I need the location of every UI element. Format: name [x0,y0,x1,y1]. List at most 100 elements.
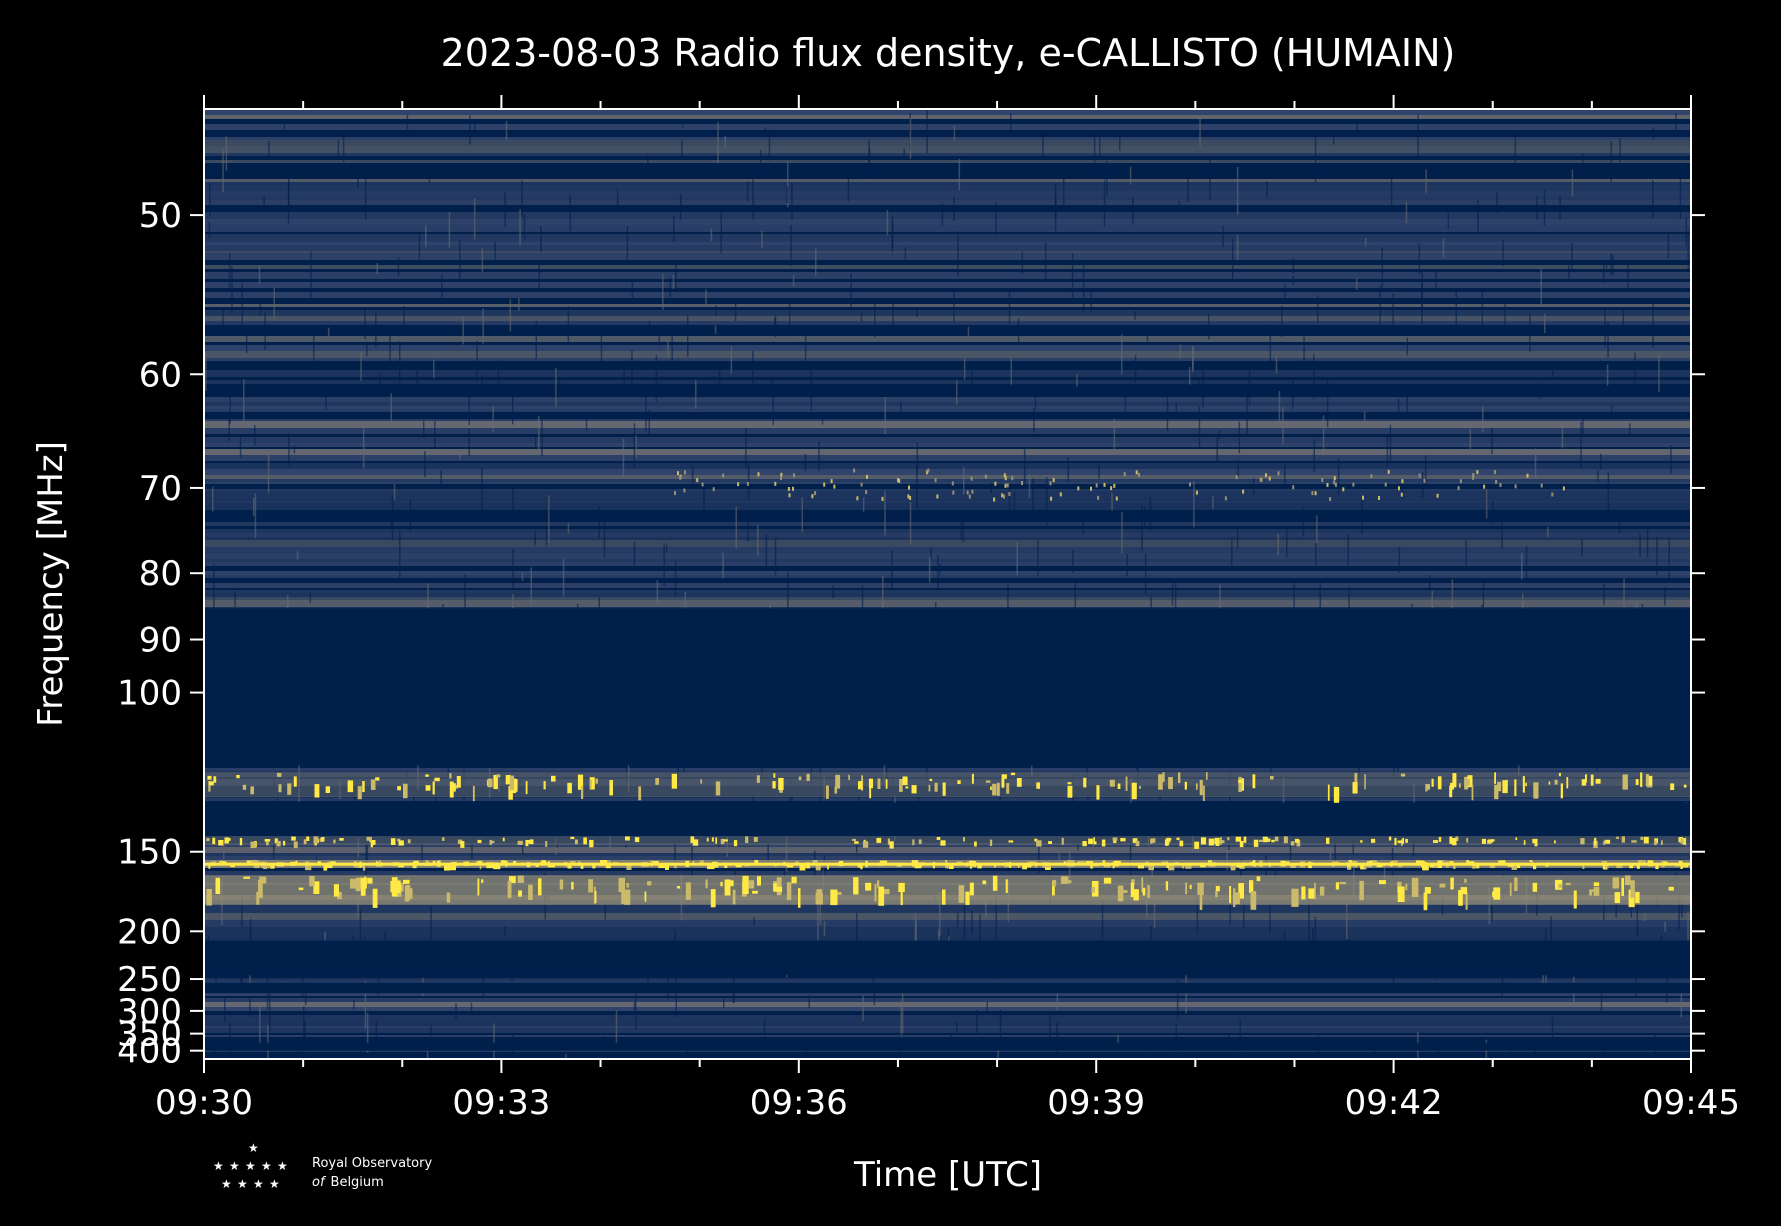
svg-text:★: ★ [253,1177,264,1191]
burst-mark [1059,492,1062,497]
x-tick-label: 09:30 [155,1083,253,1123]
noise-speck [600,328,603,371]
noise-speck [512,594,514,610]
burst-mark [1011,476,1014,481]
burst-mark [1215,885,1220,892]
noise-speck [1314,136,1317,182]
burst-mark [898,882,905,892]
noise-stripe [204,978,1691,980]
noise-stripe [204,163,1691,168]
noise-speck [957,913,959,927]
noise-speck [856,913,858,951]
noise-speck [249,970,251,989]
burst-mark [985,780,991,783]
noise-speck [1237,459,1239,477]
burst-mark [1548,781,1551,785]
noise-speck [1358,759,1360,778]
burst-mark [403,783,408,799]
noise-speck [1398,546,1401,573]
burst-mark [929,778,933,781]
burst-mark [1110,486,1113,491]
noise-speck [705,289,707,306]
burst-mark [1472,475,1475,480]
noise-speck [817,902,819,944]
noise-speck [1347,533,1349,567]
burst-mark [798,888,801,908]
burst-mark [1411,877,1419,897]
burst-mark [992,783,997,796]
noise-speck [1113,418,1116,456]
noise-speck [470,1002,473,1013]
noise-speck [930,548,932,560]
noise-speck [558,379,561,388]
noise-speck [656,580,659,604]
noise-speck [774,315,777,338]
noise-speck [735,506,737,549]
burst-mark [543,781,546,790]
noise-speck [245,332,248,354]
burst-mark [883,889,890,895]
noise-speck [891,550,893,589]
noise-speck [1281,305,1283,337]
noise-stripe [204,321,1691,325]
burst-mark [1238,776,1242,792]
noise-speck [468,390,470,426]
noise-speck [1049,1011,1051,1047]
noise-stripe [204,179,1691,182]
burst-mark [705,879,708,889]
noise-stripe [204,600,1691,607]
noise-speck [511,391,514,425]
burst-mark [1621,877,1624,896]
noise-speck [926,744,928,787]
burst-mark [993,497,996,502]
burst-mark [571,881,574,890]
noise-stripe [204,475,1691,479]
noise-stripe [204,137,1691,140]
noise-speck [1607,321,1609,358]
burst-mark [1008,840,1014,843]
noise-speck [1618,510,1621,534]
noise-stripe [204,288,1691,290]
noise-speck [1188,367,1191,385]
noise-speck [1132,197,1134,225]
noise-speck [635,984,637,1030]
noise-speck [364,309,366,340]
noise-stripe [204,501,1691,503]
burst-mark [772,781,776,789]
noise-speck [1282,407,1284,445]
noise-speck [440,470,442,485]
noise-speck [1193,481,1195,528]
noise-speck [1056,1022,1058,1059]
x-axis-label: Time [UTC] [853,1155,1042,1195]
burst-mark [774,481,777,486]
burst-mark [444,864,450,871]
burst-mark [876,837,882,843]
noise-speck [252,1054,254,1059]
masked-band [204,1042,1691,1051]
noise-stripe [204,384,1691,390]
burst-mark [298,887,304,891]
burst-mark [287,783,292,795]
burst-mark [1319,886,1325,896]
noise-speck [1612,255,1614,276]
noise-speck [1417,114,1419,157]
burst-mark [1034,838,1038,842]
burst-mark [472,785,475,802]
burst-mark [1439,883,1446,888]
burst-mark [456,776,461,788]
burst-mark [1384,482,1387,487]
noise-speck [681,139,683,159]
noise-speck [1603,261,1605,284]
noise-speck [971,910,973,935]
logo-of: of [312,1175,327,1190]
noise-speck [1543,189,1546,226]
noise-speck [963,357,966,380]
burst-mark [1326,483,1329,487]
noise-speck [997,1050,999,1059]
burst-mark [1270,776,1274,780]
burst-mark [434,777,440,782]
burst-mark [333,884,339,897]
noise-speck [935,601,937,612]
noise-speck [768,129,771,161]
burst-mark [1387,469,1390,474]
